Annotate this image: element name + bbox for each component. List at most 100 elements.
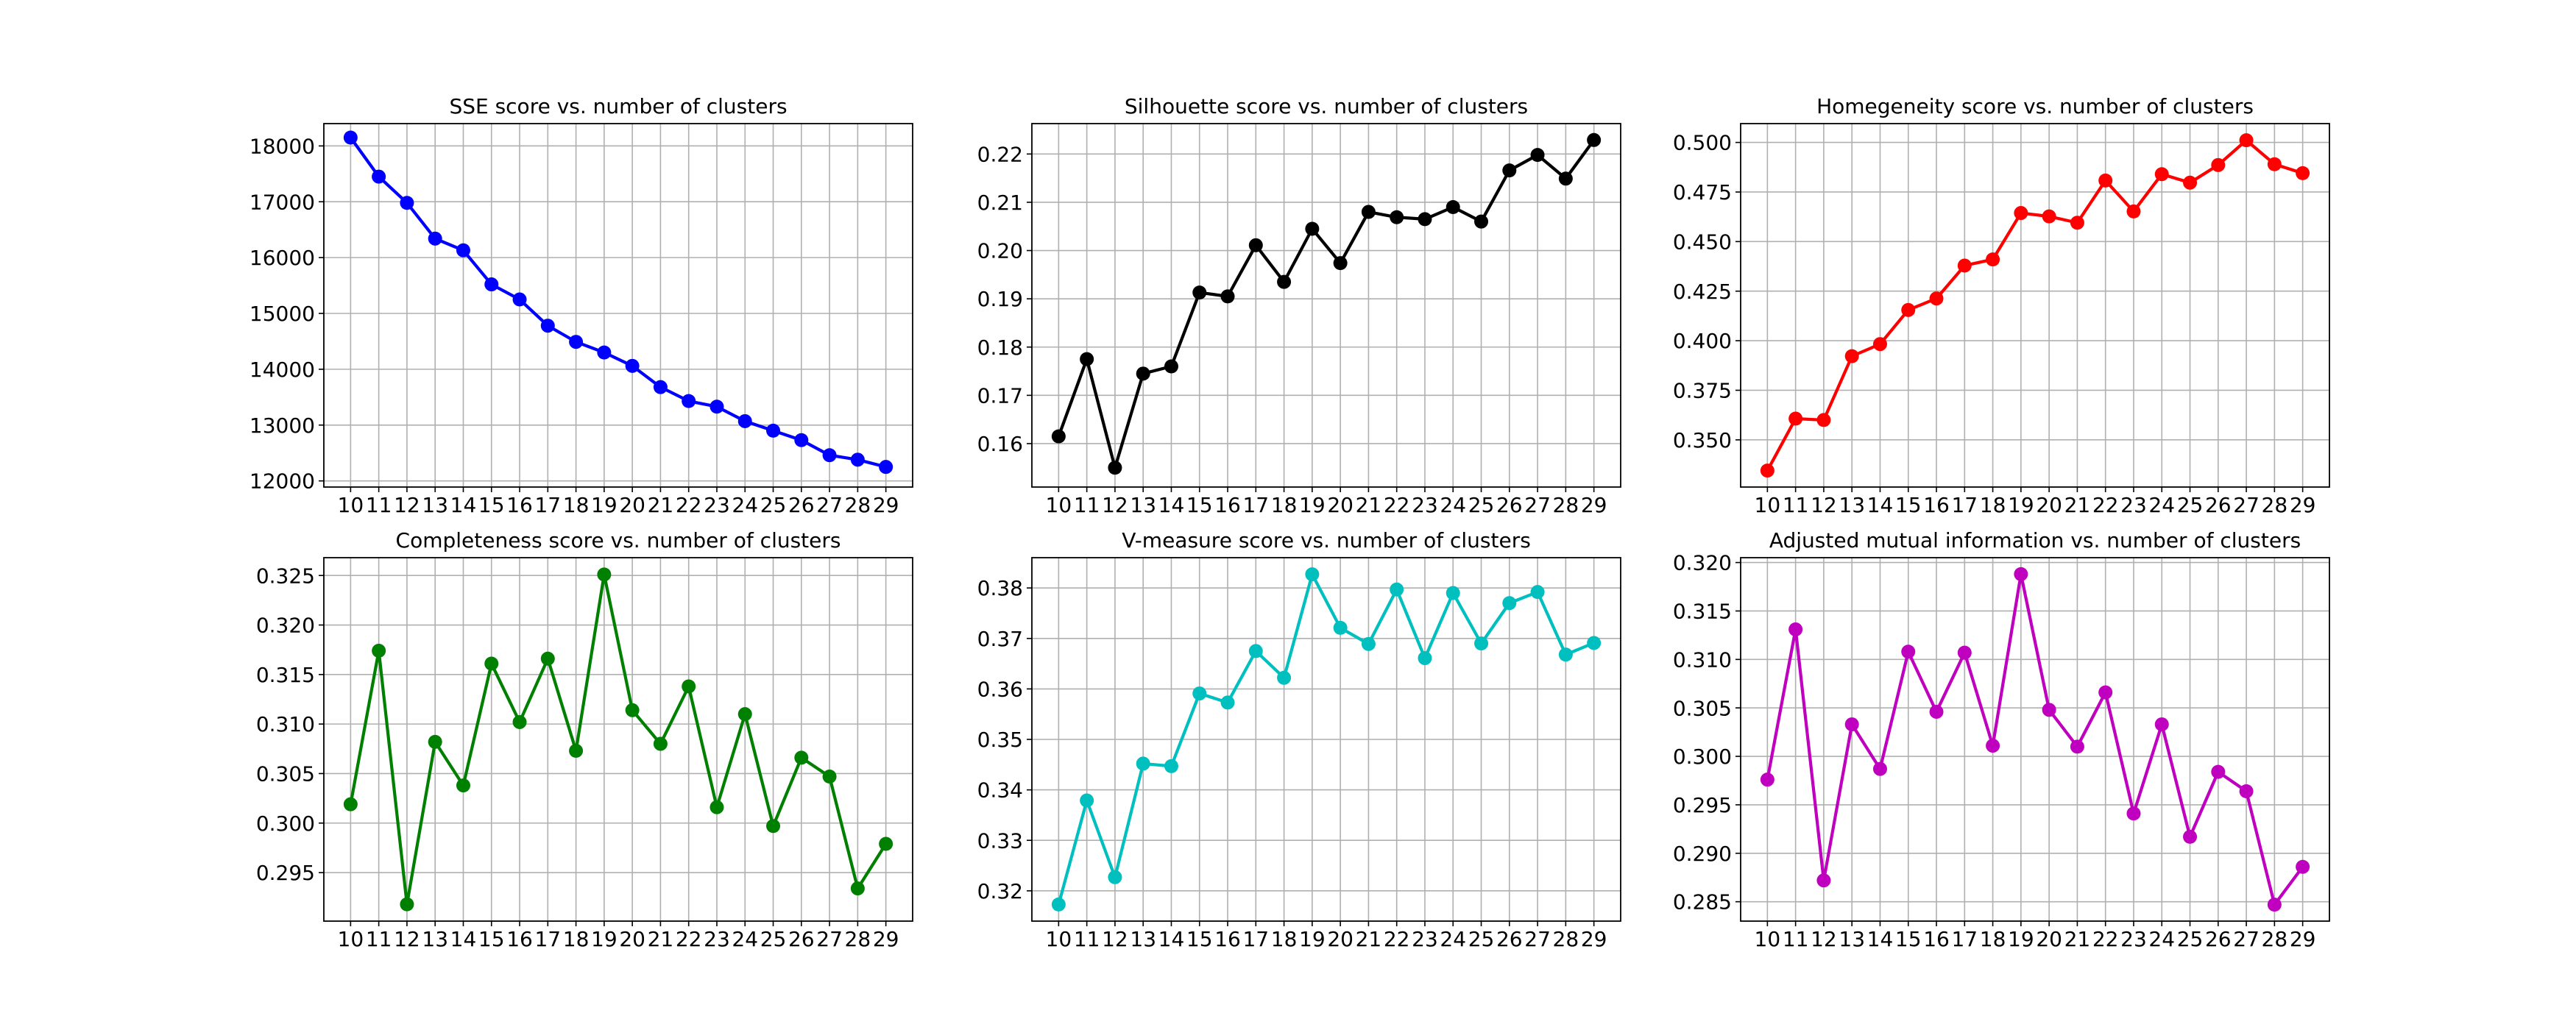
- plot-frame: [1031, 123, 1621, 488]
- data-point: [1474, 214, 1489, 229]
- x-tick-label: 17: [1951, 927, 1978, 951]
- y-tick-label: 0.17: [977, 383, 1023, 408]
- x-tick-label: 15: [1186, 493, 1213, 517]
- data-point: [343, 130, 358, 145]
- y-tick-label: 12000: [250, 469, 315, 494]
- data-point: [1418, 212, 1432, 227]
- x-tick-label: 20: [1327, 493, 1354, 517]
- x-tick-label: 18: [563, 927, 590, 951]
- x-tick-label: 11: [366, 927, 392, 951]
- y-tick-label: 0.19: [977, 287, 1023, 311]
- x-tick-label: 17: [1242, 493, 1269, 517]
- data-point: [597, 345, 612, 360]
- data-point: [2183, 175, 2198, 190]
- y-tick-label: 0.305: [256, 762, 315, 786]
- x-tick-label: 10: [338, 927, 364, 951]
- x-tick-label: 21: [648, 927, 674, 951]
- x-tick-label: 10: [1046, 493, 1072, 517]
- y-tick-label: 0.300: [1673, 745, 1732, 769]
- x-tick-label: 13: [1839, 927, 1865, 951]
- x-tick-label: 29: [2290, 927, 2316, 951]
- data-point: [1530, 148, 1545, 163]
- x-tick-label: 24: [1440, 493, 1466, 517]
- data-point: [822, 448, 837, 463]
- data-point: [1164, 759, 1178, 773]
- data-point: [2126, 204, 2141, 219]
- y-tick-label: 0.36: [977, 677, 1023, 701]
- data-point: [372, 644, 386, 658]
- data-point: [343, 797, 358, 811]
- data-point: [766, 423, 781, 438]
- data-point: [1844, 349, 1859, 363]
- x-tick-label: 19: [2008, 927, 2034, 951]
- data-point: [456, 778, 470, 793]
- x-tick-label: 25: [760, 927, 787, 951]
- y-tick-label: 0.295: [256, 861, 315, 885]
- x-tick-label: 19: [2008, 493, 2034, 517]
- data-point: [2296, 859, 2310, 874]
- x-tick-label: 17: [1951, 493, 1978, 517]
- data-point: [1051, 429, 1066, 444]
- x-tick-label: 28: [2262, 927, 2288, 951]
- y-tick-label: 0.290: [1673, 842, 1732, 866]
- y-tick-label: 17000: [250, 190, 315, 214]
- x-tick-label: 10: [1755, 493, 1781, 517]
- plot-area: [1032, 124, 1621, 487]
- x-tick-label: 29: [873, 927, 899, 951]
- data-point: [822, 769, 837, 784]
- plot-area: [324, 124, 913, 487]
- x-tick-label: 19: [1299, 493, 1326, 517]
- plot-frame: [1740, 557, 2330, 922]
- data-point: [1361, 636, 1376, 651]
- data-point: [625, 358, 640, 373]
- y-tick-label: 0.37: [977, 627, 1023, 651]
- x-tick-label: 14: [1867, 493, 1894, 517]
- data-point: [569, 743, 584, 758]
- data-point: [1446, 199, 1460, 214]
- data-point: [1760, 772, 1774, 787]
- data-point: [1136, 756, 1150, 771]
- x-tick-label: 18: [1980, 493, 2006, 517]
- data-point: [2042, 703, 2056, 717]
- y-tick-label: 0.425: [1673, 280, 1732, 304]
- data-point: [2070, 739, 2084, 754]
- y-tick-label: 16000: [250, 246, 315, 270]
- x-tick-label: 17: [1242, 927, 1269, 951]
- y-tick-label: 13000: [250, 413, 315, 438]
- data-point: [1390, 582, 1404, 597]
- x-tick-label: 23: [2120, 927, 2147, 951]
- x-tick-label: 24: [1440, 927, 1466, 951]
- data-point: [1080, 793, 1094, 808]
- data-point: [1108, 870, 1122, 884]
- x-tick-label: 16: [1923, 493, 1950, 517]
- data-point: [794, 750, 809, 765]
- data-point: [850, 881, 865, 896]
- x-tick-label: 19: [591, 493, 618, 517]
- data-point: [1872, 761, 1887, 776]
- y-tick-label: 0.310: [1673, 647, 1732, 672]
- x-tick-label: 12: [394, 927, 420, 951]
- x-tick-label: 23: [704, 493, 730, 517]
- chart-panel-3: 10 11 12 13 14 15 16 17 18 19 20 21 22 23 24 25 26 27 28 29…: [256, 528, 913, 951]
- x-tick-label: 27: [1524, 927, 1551, 951]
- x-tick-label: 18: [1271, 493, 1298, 517]
- x-tick-label: 28: [845, 493, 871, 517]
- x-tick-label: 28: [1553, 493, 1579, 517]
- data-point: [1080, 352, 1094, 366]
- data-point: [1136, 366, 1150, 381]
- data-point: [710, 800, 724, 814]
- x-tick-label: 24: [732, 493, 758, 517]
- data-point: [2211, 764, 2226, 779]
- data-point: [2296, 166, 2310, 180]
- x-tick-label: 26: [2205, 927, 2232, 951]
- x-tick-label: 16: [1214, 927, 1241, 951]
- x-tick-label: 23: [2120, 493, 2147, 517]
- data-point: [2154, 717, 2169, 732]
- data-point: [1929, 291, 1944, 306]
- x-tick-label: 22: [2092, 927, 2119, 951]
- x-tick-label: 20: [2036, 927, 2062, 951]
- x-tick-label: 27: [816, 927, 843, 951]
- x-tick-label: 21: [2064, 493, 2091, 517]
- x-tick-label: 13: [422, 493, 448, 517]
- data-point: [1390, 210, 1404, 224]
